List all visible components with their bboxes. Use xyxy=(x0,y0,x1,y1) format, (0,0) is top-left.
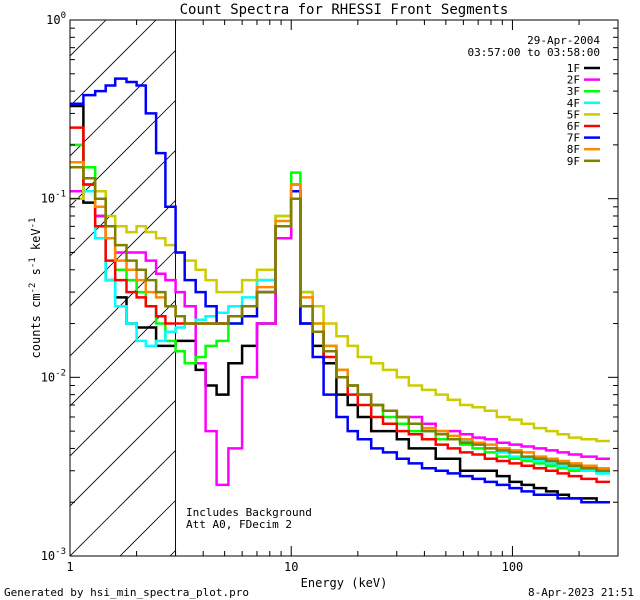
x-tick-label: 1 xyxy=(66,560,73,574)
chart-title: Count Spectra for RHESSI Front Segments xyxy=(180,2,509,18)
svg-text:counts cm-2 s-1 keV-1: counts cm-2 s-1 keV-1 xyxy=(28,218,43,359)
y-tick-label: 10-1 xyxy=(41,190,66,206)
plot-frame xyxy=(69,19,619,557)
legend-label-5f: 5F xyxy=(567,108,580,121)
series-layer xyxy=(70,77,610,504)
note-background: Includes Background xyxy=(186,506,312,519)
time-range-label: 03:57:00 to 03:58:00 xyxy=(468,46,600,59)
x-tick-label: 10 xyxy=(284,560,298,574)
x-axis-label: Energy (keV) xyxy=(301,576,388,590)
series-line-9f xyxy=(70,165,610,473)
legend-label-7f: 7F xyxy=(567,132,580,145)
legend-label-6f: 6F xyxy=(567,120,580,133)
series-line-7f xyxy=(70,77,610,504)
legend-label-1f: 1F xyxy=(567,62,580,75)
legend-label-2f: 2F xyxy=(567,74,580,87)
legend-label-9f: 9F xyxy=(567,155,580,168)
footer-timestamp: 8-Apr-2023 21:51 xyxy=(528,586,634,599)
x-tick-label: 100 xyxy=(502,560,524,574)
axes: 1 10 100 100 10-1 10-2 10-3 xyxy=(41,11,619,574)
y-axis-label: counts cm-2 s-1 keV-1 xyxy=(28,218,43,359)
legend-label-8f: 8F xyxy=(567,143,580,156)
y-tick-label: 10-3 xyxy=(41,547,66,563)
hatch-line xyxy=(70,20,157,107)
series-line-5f xyxy=(70,177,610,443)
hatched-region xyxy=(70,20,618,556)
legend-label-4f: 4F xyxy=(567,97,580,110)
y-tick-label: 10-2 xyxy=(41,368,66,384)
note-attenuator: Att A0, FDecim 2 xyxy=(186,518,292,531)
y-tick-label: 100 xyxy=(46,11,66,27)
hatch-line xyxy=(70,20,207,157)
legend-label-3f: 3F xyxy=(567,85,580,98)
date-label: 29-Apr-2004 xyxy=(527,34,600,47)
footer-generated-by: Generated by hsi_min_spectra_plot.pro xyxy=(4,586,249,599)
